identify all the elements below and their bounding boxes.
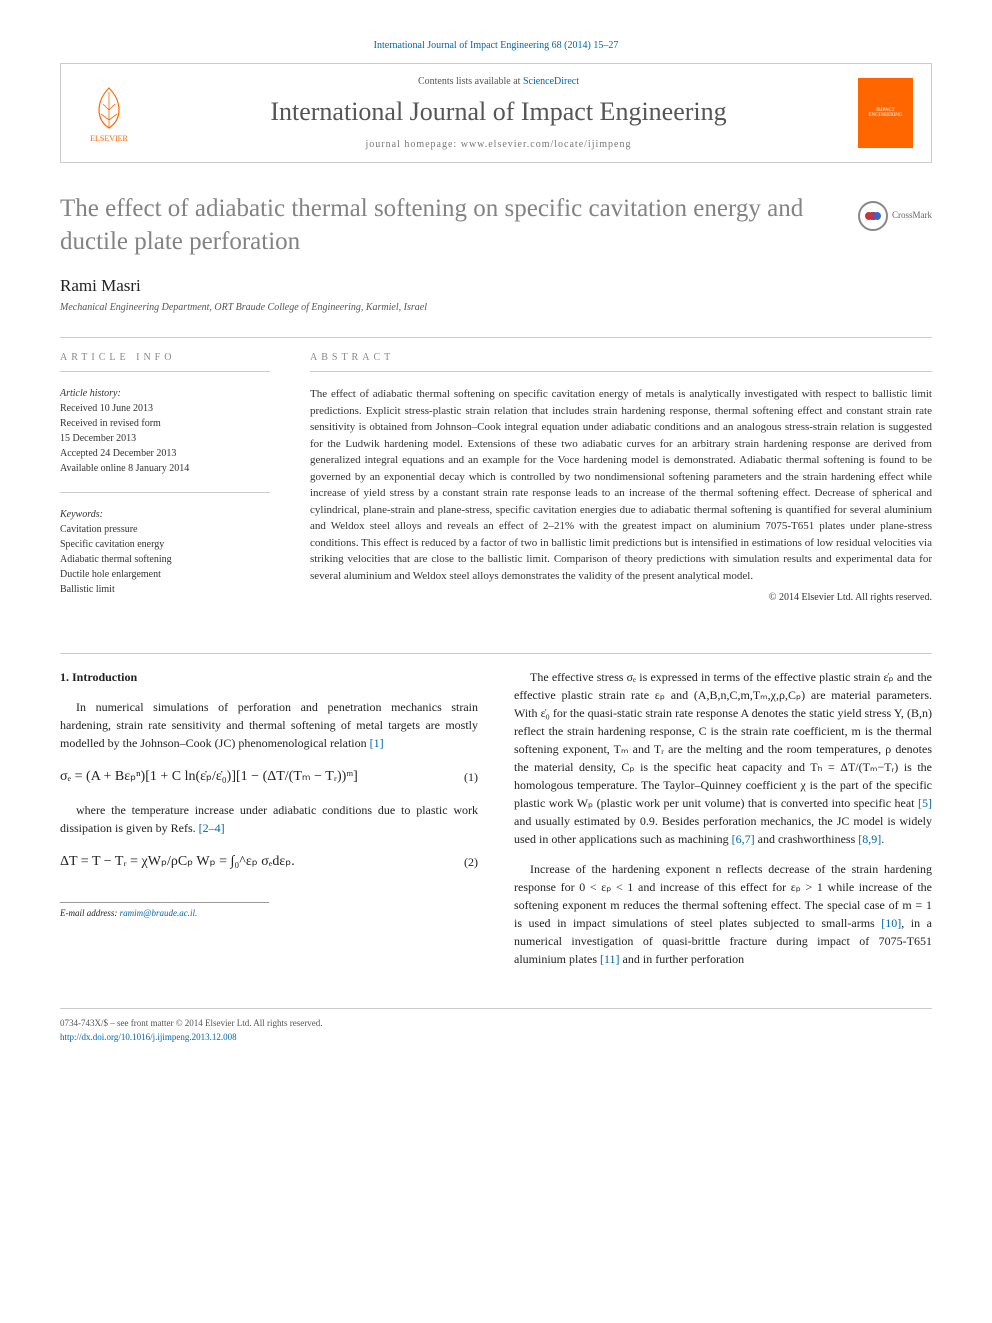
ref-link-6-7[interactable]: [6,7] <box>732 832 755 846</box>
info-abstract-row: ARTICLE INFO Article history: Received 1… <box>60 352 932 613</box>
para3-text-d: . <box>881 832 884 846</box>
sciencedirect-link[interactable]: ScienceDirect <box>523 76 579 87</box>
equation-1-number: (1) <box>464 768 478 786</box>
equation-2-row: ΔT = T − Tᵣ = χWₚ/ρCₚ Wₚ = ∫₀^εₚ σₑdεₚ. … <box>60 851 478 872</box>
keyword-item: Ductile hole enlargement <box>60 567 270 582</box>
homepage-url[interactable]: www.elsevier.com/locate/ijimpeng <box>461 139 632 150</box>
keyword-item: Cavitation pressure <box>60 522 270 537</box>
article-history-block: Article history: Received 10 June 2013 R… <box>60 386 270 476</box>
divider-info <box>60 371 270 372</box>
homepage-prefix: journal homepage: <box>366 139 461 150</box>
intro-paragraph-2: where the temperature increase under adi… <box>60 801 478 837</box>
history-line: 15 December 2013 <box>60 431 270 446</box>
email-footnote: E-mail address: ramim@braude.ac.il. <box>60 902 269 921</box>
history-heading: Article history: <box>60 386 270 401</box>
ref-link-2-4[interactable]: [2–4] <box>199 821 225 835</box>
crossmark-badge[interactable]: CrossMark <box>858 201 932 231</box>
intro-paragraph-1: In numerical simulations of perforation … <box>60 698 478 752</box>
elsevier-logo: ELSEVIER <box>79 78 139 148</box>
para3-text-a: The effective stress σₑ is expressed in … <box>514 670 932 810</box>
copyright-line: © 2014 Elsevier Ltd. All rights reserved… <box>310 592 932 603</box>
contents-prefix: Contents lists available at <box>418 76 523 87</box>
ref-link-8-9[interactable]: [8,9] <box>858 832 881 846</box>
equation-1: σₑ = (A + Bεₚⁿ)[1 + C ln(ε̇ₚ/ε̇₀)][1 − (… <box>60 766 358 787</box>
intro-paragraph-3: The effective stress σₑ is expressed in … <box>514 668 932 848</box>
crossmark-icon <box>858 201 888 231</box>
divider-keywords <box>60 492 270 493</box>
article-title: The effect of adiabatic thermal softenin… <box>60 193 932 258</box>
contents-available-line: Contents lists available at ScienceDirec… <box>159 76 838 87</box>
doi-link[interactable]: http://dx.doi.org/10.1016/j.ijimpeng.201… <box>60 1032 237 1042</box>
page-footer: 0734-743X/$ – see front matter © 2014 El… <box>60 1008 932 1044</box>
email-link[interactable]: ramim@braude.ac.il. <box>120 908 198 918</box>
para1-text: In numerical simulations of perforation … <box>60 700 478 750</box>
journal-header-box: ELSEVIER Contents lists available at Sci… <box>60 63 932 163</box>
divider-abstract <box>310 371 932 372</box>
abstract-label: ABSTRACT <box>310 352 932 363</box>
history-line: Received in revised form <box>60 416 270 431</box>
journal-cover-thumbnail: IMPACT ENGINEERING <box>858 78 913 148</box>
abstract-text: The effect of adiabatic thermal softenin… <box>310 386 932 584</box>
ref-link-11[interactable]: [11] <box>600 952 620 966</box>
top-citation-line: International Journal of Impact Engineer… <box>60 40 932 51</box>
title-text: The effect of adiabatic thermal softenin… <box>60 195 803 255</box>
elsevier-tree-icon <box>87 84 131 132</box>
ref-link-1[interactable]: [1] <box>370 736 384 750</box>
equation-2: ΔT = T − Tᵣ = χWₚ/ρCₚ Wₚ = ∫₀^εₚ σₑdεₚ. <box>60 851 295 872</box>
email-label: E-mail address: <box>60 908 120 918</box>
para4-text-c: and in further perforation <box>620 952 745 966</box>
article-info-label: ARTICLE INFO <box>60 352 270 363</box>
right-column: The effective stress σₑ is expressed in … <box>514 668 932 980</box>
para2-text: where the temperature increase under adi… <box>60 803 478 835</box>
abstract-column: ABSTRACT The effect of adiabatic thermal… <box>310 352 932 613</box>
keywords-block: Keywords: Cavitation pressure Specific c… <box>60 507 270 597</box>
author-affiliation: Mechanical Engineering Department, ORT B… <box>60 302 932 313</box>
keyword-item: Specific cavitation energy <box>60 537 270 552</box>
ref-link-5[interactable]: [5] <box>918 796 932 810</box>
history-line: Available online 8 January 2014 <box>60 461 270 476</box>
article-info-column: ARTICLE INFO Article history: Received 1… <box>60 352 270 613</box>
keywords-heading: Keywords: <box>60 507 270 522</box>
divider-top <box>60 337 932 338</box>
journal-name: International Journal of Impact Engineer… <box>159 97 838 127</box>
keyword-item: Adiabatic thermal softening <box>60 552 270 567</box>
article-body: 1. Introduction In numerical simulations… <box>60 668 932 980</box>
ref-link-10[interactable]: [10] <box>881 916 901 930</box>
history-line: Accepted 24 December 2013 <box>60 446 270 461</box>
divider-body <box>60 653 932 654</box>
journal-homepage-line: journal homepage: www.elsevier.com/locat… <box>159 139 838 150</box>
header-center: Contents lists available at ScienceDirec… <box>159 76 838 150</box>
footer-copyright: 0734-743X/$ – see front matter © 2014 El… <box>60 1017 932 1031</box>
author-name: Rami Masri <box>60 276 932 296</box>
equation-2-number: (2) <box>464 853 478 871</box>
left-column: 1. Introduction In numerical simulations… <box>60 668 478 980</box>
para4-text-a: Increase of the hardening exponent n ref… <box>514 862 932 930</box>
equation-1-row: σₑ = (A + Bεₚⁿ)[1 + C ln(ε̇ₚ/ε̇₀)][1 − (… <box>60 766 478 787</box>
introduction-heading: 1. Introduction <box>60 668 478 686</box>
crossmark-label: CrossMark <box>892 210 932 222</box>
para3-text-c: and crashworthiness <box>755 832 859 846</box>
intro-paragraph-4: Increase of the hardening exponent n ref… <box>514 860 932 968</box>
keyword-item: Ballistic limit <box>60 582 270 597</box>
elsevier-label: ELSEVIER <box>90 134 128 143</box>
history-line: Received 10 June 2013 <box>60 401 270 416</box>
cover-label-bottom: ENGINEERING <box>869 113 903 118</box>
